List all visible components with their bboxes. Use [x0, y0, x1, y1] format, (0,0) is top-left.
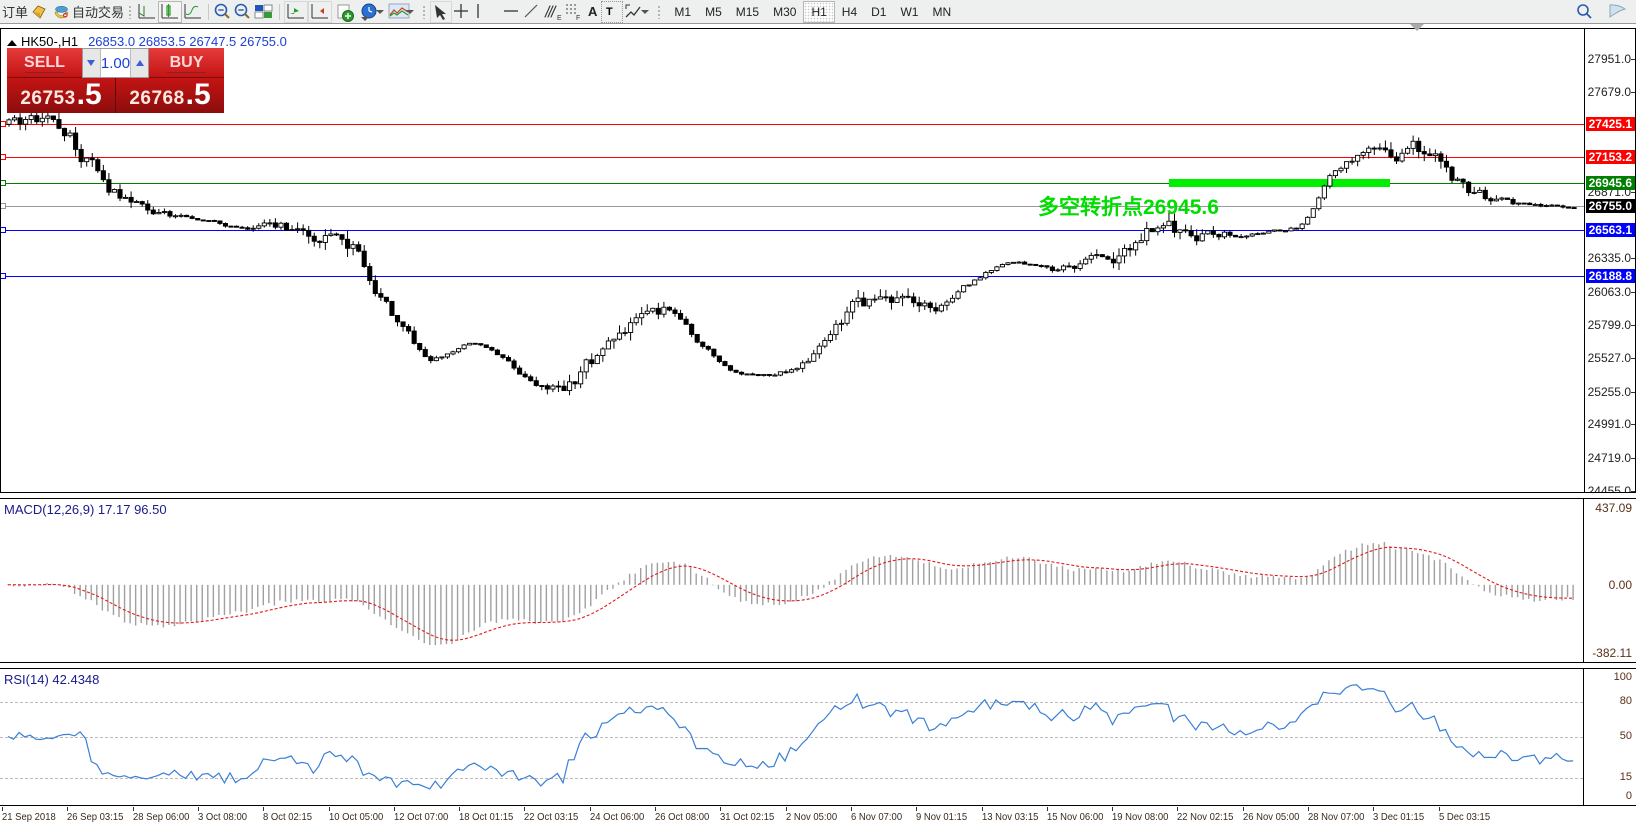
- svg-text:T: T: [606, 6, 613, 18]
- svg-text:E: E: [557, 15, 562, 22]
- svg-text:F: F: [576, 15, 580, 22]
